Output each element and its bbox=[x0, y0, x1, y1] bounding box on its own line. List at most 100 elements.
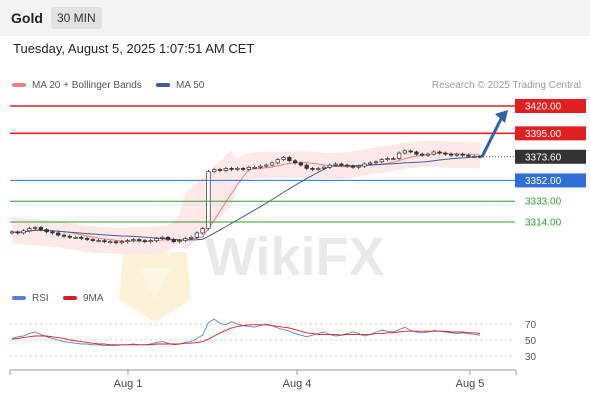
candle bbox=[443, 151, 448, 156]
x-tick-label: Aug 4 bbox=[283, 378, 312, 390]
candle bbox=[391, 156, 396, 161]
candle bbox=[264, 163, 269, 168]
header-bar: Gold 30 MIN bbox=[0, 0, 590, 36]
candle bbox=[316, 166, 321, 172]
x-axis: Aug 1 Aug 4 Aug 5 bbox=[9, 369, 517, 390]
ma9-legend-label: 9MA bbox=[83, 293, 104, 304]
candle bbox=[56, 231, 61, 237]
credit-text: Research © 2025 Trading Central bbox=[431, 80, 581, 91]
candle bbox=[21, 229, 26, 235]
candle bbox=[292, 159, 298, 165]
candle bbox=[281, 155, 286, 162]
level-label: 3395.00 bbox=[525, 129, 562, 140]
candle bbox=[339, 162, 344, 167]
candle bbox=[188, 235, 194, 241]
arrow-shaft bbox=[480, 116, 504, 158]
level-minor: 3333.00 bbox=[10, 197, 562, 208]
rsi-tick-label: 70 bbox=[525, 320, 537, 331]
candle bbox=[183, 236, 188, 243]
candle bbox=[44, 228, 49, 234]
level-resistance: 3420.00 bbox=[10, 99, 586, 113]
candle bbox=[327, 163, 332, 169]
candle bbox=[275, 157, 280, 165]
level-label: 3314.00 bbox=[525, 218, 562, 229]
candle bbox=[73, 235, 78, 239]
candle bbox=[235, 166, 240, 172]
candle bbox=[402, 149, 408, 155]
candle bbox=[212, 167, 217, 174]
candle bbox=[373, 160, 379, 165]
ma20-label: MA 20 + Bollinger Bands bbox=[32, 80, 142, 91]
level-support: 3352.00 bbox=[10, 173, 586, 188]
legend-rsi: RSI bbox=[12, 293, 49, 304]
x-tick-label: Aug 1 bbox=[114, 378, 143, 390]
candle bbox=[368, 161, 373, 166]
symbol-title: Gold bbox=[11, 10, 43, 26]
candle bbox=[252, 165, 257, 169]
forecast-arrow bbox=[480, 110, 508, 158]
candle bbox=[223, 166, 228, 173]
level-resistance: 3395.00 bbox=[10, 126, 586, 141]
rsi-tick-label: 30 bbox=[525, 352, 537, 363]
timeframe-button[interactable]: 30 MIN bbox=[51, 7, 102, 29]
candle bbox=[269, 161, 275, 167]
legend-ma20: MA 20 + Bollinger Bands bbox=[12, 80, 142, 91]
candle bbox=[50, 230, 55, 235]
candle bbox=[194, 231, 200, 239]
candle bbox=[148, 238, 153, 244]
level-label-bg bbox=[515, 149, 586, 164]
ma9-swatch bbox=[63, 296, 77, 301]
candle bbox=[466, 153, 471, 158]
level-label-bg bbox=[515, 126, 586, 141]
candle bbox=[154, 236, 159, 243]
candle bbox=[344, 163, 350, 168]
candle bbox=[142, 238, 148, 244]
watermark-logo bbox=[119, 252, 191, 322]
candle bbox=[414, 150, 419, 156]
arrow-head bbox=[495, 110, 508, 123]
candle bbox=[119, 240, 124, 245]
level-label-bg bbox=[515, 173, 586, 188]
candle bbox=[379, 157, 384, 164]
level-label: 3373.60 bbox=[525, 152, 562, 163]
candle bbox=[79, 235, 84, 241]
ma50-swatch bbox=[156, 83, 170, 88]
rsi-line bbox=[11, 318, 481, 347]
candle bbox=[362, 162, 367, 168]
candle bbox=[108, 240, 113, 244]
candle bbox=[350, 164, 356, 169]
candle bbox=[61, 233, 67, 238]
level-minor: 3314.00 bbox=[10, 218, 562, 229]
ma20-swatch bbox=[12, 83, 26, 88]
candle bbox=[229, 166, 234, 172]
candle bbox=[472, 154, 477, 158]
candle bbox=[131, 237, 136, 243]
legend-9ma: 9MA bbox=[63, 293, 104, 304]
candle bbox=[258, 164, 263, 169]
candles bbox=[9, 149, 483, 245]
watermark: WikiFX bbox=[119, 227, 385, 322]
candle bbox=[177, 238, 182, 244]
x-tick-label: Aug 5 bbox=[456, 378, 485, 390]
candle bbox=[425, 152, 431, 157]
candle bbox=[90, 237, 96, 243]
candle bbox=[385, 156, 390, 162]
candle bbox=[460, 152, 465, 157]
candle bbox=[304, 163, 309, 171]
candle bbox=[437, 150, 442, 155]
candle bbox=[321, 165, 327, 171]
candle bbox=[200, 226, 205, 235]
candle bbox=[206, 170, 211, 231]
candle bbox=[160, 235, 165, 241]
candle bbox=[431, 150, 436, 156]
level-label: 3420.00 bbox=[525, 102, 562, 113]
ma50-line bbox=[11, 156, 481, 241]
bollinger-bands bbox=[12, 140, 480, 254]
bollinger-band-fill bbox=[12, 140, 480, 254]
rsi-tick-label: 50 bbox=[525, 336, 537, 347]
level-label: 3333.00 bbox=[525, 197, 562, 208]
candle bbox=[27, 226, 32, 233]
level-label-bg bbox=[515, 99, 586, 113]
candle bbox=[84, 236, 90, 242]
